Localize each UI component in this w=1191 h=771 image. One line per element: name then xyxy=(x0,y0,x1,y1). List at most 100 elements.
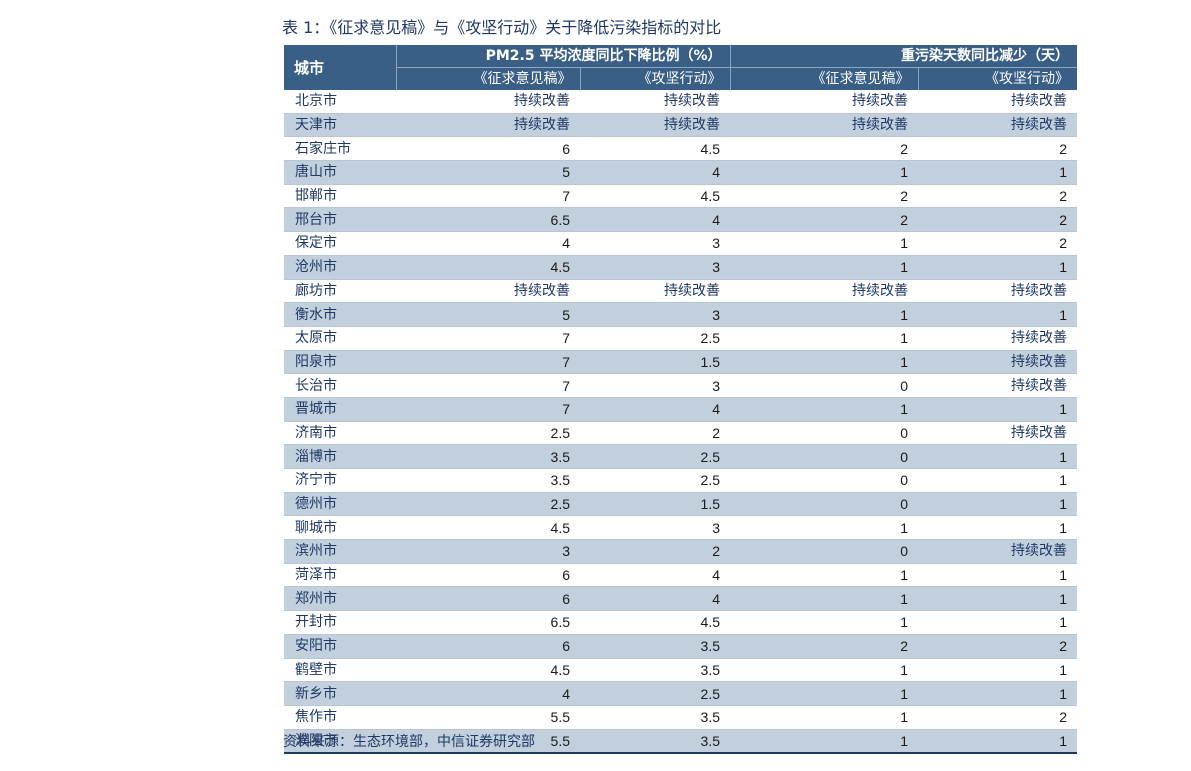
days-draft-cell: 1 xyxy=(730,397,918,422)
city-cell: 晋城市 xyxy=(284,397,396,422)
table-row: 菏泽市 6 4 1 1 xyxy=(284,563,1077,587)
pm25-action-cell: 4.5 xyxy=(580,184,730,208)
days-action-cell: 1 xyxy=(918,729,1077,754)
days-action-cell: 1 xyxy=(918,302,1077,327)
city-cell: 邢台市 xyxy=(284,207,396,232)
pm25-action-cell: 2.5 xyxy=(580,326,730,351)
city-cell: 太原市 xyxy=(284,326,396,351)
days-action-cell: 持续改善 xyxy=(918,279,1077,303)
city-cell: 廊坊市 xyxy=(284,279,396,303)
pm25-action-cell: 4 xyxy=(580,207,730,232)
days-action-cell: 2 xyxy=(918,184,1077,208)
pm25-draft-cell: 3 xyxy=(396,539,580,564)
table-row: 天津市 持续改善 持续改善 持续改善 持续改善 xyxy=(284,113,1077,137)
pm25-draft-cell: 7 xyxy=(396,373,580,398)
table-row: 阳泉市 7 1.5 1 持续改善 xyxy=(284,350,1077,374)
header-heavy-pollution-days-group: 重污染天数同比减少（天） xyxy=(729,45,1077,68)
days-draft-cell: 持续改善 xyxy=(730,113,918,137)
header-city: 城市 xyxy=(284,45,396,90)
table-row: 唐山市 5 4 1 1 xyxy=(284,160,1077,185)
pm25-draft-cell: 4 xyxy=(396,681,580,706)
days-draft-cell: 0 xyxy=(730,468,918,493)
table-row: 衡水市 5 3 1 1 xyxy=(284,302,1077,327)
days-action-cell: 1 xyxy=(918,397,1077,422)
city-cell: 鹤壁市 xyxy=(284,658,396,682)
pm25-draft-cell: 7 xyxy=(396,326,580,351)
city-cell: 淄博市 xyxy=(284,444,396,469)
table-row: 石家庄市 6 4.5 2 2 xyxy=(284,136,1077,161)
days-action-cell: 2 xyxy=(918,634,1077,658)
city-cell: 滨州市 xyxy=(284,539,396,564)
days-draft-cell: 0 xyxy=(730,539,918,564)
header-pm25-action: 《攻坚行动》 xyxy=(579,67,730,90)
city-cell: 唐山市 xyxy=(284,160,396,185)
pm25-action-cell: 3.5 xyxy=(580,729,730,754)
table-row: 滨州市 3 2 0 持续改善 xyxy=(284,539,1077,564)
pm25-draft-cell: 7 xyxy=(396,350,580,374)
days-draft-cell: 1 xyxy=(730,658,918,682)
pm25-action-cell: 2 xyxy=(580,421,730,445)
days-action-cell: 1 xyxy=(918,563,1077,587)
days-draft-cell: 1 xyxy=(730,729,918,754)
table-row: 开封市 6.5 4.5 1 1 xyxy=(284,610,1077,635)
days-draft-cell: 0 xyxy=(730,421,918,445)
table-row: 淄博市 3.5 2.5 0 1 xyxy=(284,444,1077,469)
header-row-sub: 《征求意见稿》 《攻坚行动》 《征求意见稿》 《攻坚行动》 xyxy=(284,67,1077,90)
table-row: 济南市 2.5 2 0 持续改善 xyxy=(284,421,1077,445)
pm25-action-cell: 3 xyxy=(580,302,730,327)
table-row: 晋城市 7 4 1 1 xyxy=(284,397,1077,422)
city-cell: 北京市 xyxy=(284,90,396,114)
pm25-action-cell: 4.5 xyxy=(580,136,730,161)
days-draft-cell: 1 xyxy=(730,231,918,256)
days-action-cell: 1 xyxy=(918,515,1077,540)
pm25-draft-cell: 7 xyxy=(396,184,580,208)
pm25-draft-cell: 6 xyxy=(396,634,580,658)
days-action-cell: 1 xyxy=(918,160,1077,185)
pm25-draft-cell: 5.5 xyxy=(396,729,580,754)
days-action-cell: 1 xyxy=(918,681,1077,706)
city-cell: 沧州市 xyxy=(284,255,396,279)
table-row: 北京市 持续改善 持续改善 持续改善 持续改善 xyxy=(284,90,1077,114)
pm25-action-cell: 3 xyxy=(580,373,730,398)
city-cell: 阳泉市 xyxy=(284,350,396,374)
pm25-draft-cell: 6.5 xyxy=(396,207,580,232)
table-title: 表 1：《征求意见稿》与《攻坚行动》关于降低污染指标的对比 xyxy=(282,18,722,37)
pm25-action-cell: 4 xyxy=(580,563,730,587)
pm25-action-cell: 持续改善 xyxy=(580,279,730,303)
days-action-cell: 1 xyxy=(918,586,1077,611)
days-draft-cell: 1 xyxy=(730,681,918,706)
days-draft-cell: 2 xyxy=(730,207,918,232)
table-row: 邯郸市 7 4.5 2 2 xyxy=(284,184,1077,208)
city-cell: 德州市 xyxy=(284,492,396,516)
pm25-action-cell: 3 xyxy=(580,231,730,256)
pm25-draft-cell: 4.5 xyxy=(396,255,580,279)
city-cell: 济宁市 xyxy=(284,468,396,493)
table-row: 长治市 7 3 0 持续改善 xyxy=(284,373,1077,398)
days-draft-cell: 0 xyxy=(730,373,918,398)
pm25-draft-cell: 2.5 xyxy=(396,492,580,516)
days-action-cell: 持续改善 xyxy=(918,90,1077,114)
pm25-draft-cell: 持续改善 xyxy=(396,90,580,114)
pm25-action-cell: 3.5 xyxy=(580,658,730,682)
pm25-draft-cell: 4.5 xyxy=(396,658,580,682)
pm25-action-cell: 1.5 xyxy=(580,350,730,374)
pm25-action-cell: 4 xyxy=(580,586,730,611)
table-row: 安阳市 6 3.5 2 2 xyxy=(284,634,1077,658)
days-action-cell: 1 xyxy=(918,610,1077,635)
days-draft-cell: 0 xyxy=(730,444,918,469)
pm25-action-cell: 4 xyxy=(580,160,730,185)
city-cell: 郑州市 xyxy=(284,586,396,611)
header-pm25-draft: 《征求意见稿》 xyxy=(395,67,580,90)
days-draft-cell: 1 xyxy=(730,302,918,327)
city-cell: 天津市 xyxy=(284,113,396,137)
pm25-draft-cell: 5 xyxy=(396,160,580,185)
table-row: 沧州市 4.5 3 1 1 xyxy=(284,255,1077,279)
days-draft-cell: 2 xyxy=(730,634,918,658)
table-row: 廊坊市 持续改善 持续改善 持续改善 持续改善 xyxy=(284,279,1077,303)
pm25-draft-cell: 6 xyxy=(396,586,580,611)
city-cell: 衡水市 xyxy=(284,302,396,327)
days-action-cell: 1 xyxy=(918,255,1077,279)
city-cell: 石家庄市 xyxy=(284,136,396,161)
table-row: 濮阳市 5.5 3.5 1 1 xyxy=(284,729,1077,754)
table-row: 聊城市 4.5 3 1 1 xyxy=(284,515,1077,540)
